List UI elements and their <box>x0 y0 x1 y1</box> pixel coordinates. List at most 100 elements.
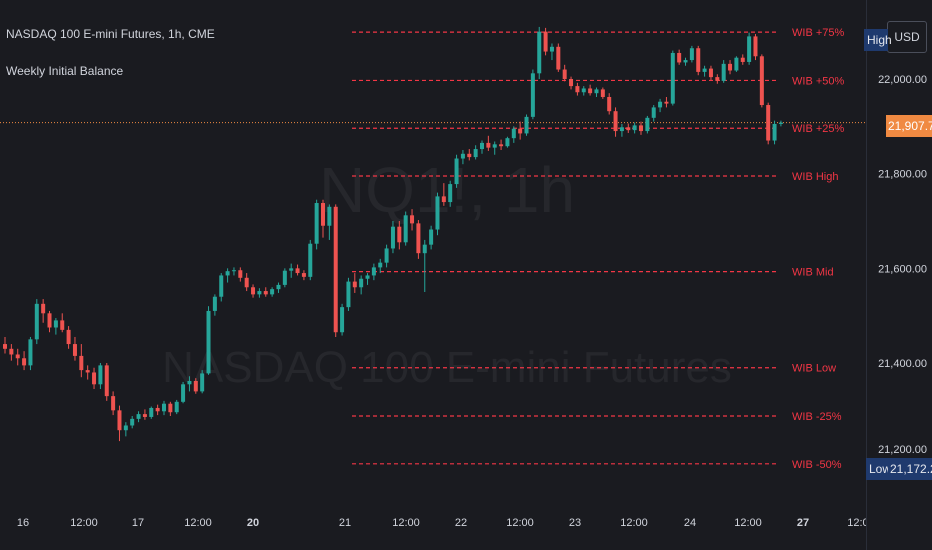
candle-body <box>200 373 205 392</box>
candle-body <box>600 89 605 97</box>
candle-body <box>123 425 128 431</box>
candle-body <box>619 127 624 132</box>
candle-body <box>72 344 77 356</box>
candle-body <box>41 303 46 314</box>
candle-body <box>333 206 338 333</box>
x-tick-label: 23 <box>569 517 581 529</box>
candle-body <box>378 262 383 268</box>
candle-body <box>658 101 663 108</box>
candle-body <box>772 123 777 141</box>
candle-body <box>480 142 484 150</box>
candle-body <box>238 270 243 278</box>
candle-body <box>715 77 720 81</box>
candle-body <box>295 268 300 274</box>
candle-body <box>66 329 71 345</box>
candle-body <box>543 31 548 52</box>
candle-body <box>79 355 84 371</box>
candle-body <box>270 289 275 295</box>
x-tick-label: 12:00 <box>734 517 762 529</box>
candle-body <box>397 226 402 243</box>
candle-body <box>257 291 262 295</box>
candle-body <box>632 125 637 131</box>
candle-body <box>702 68 707 72</box>
x-tick-label: 17 <box>132 517 144 529</box>
candle-body <box>22 358 27 366</box>
candle-body <box>422 244 427 254</box>
candle-body <box>60 320 65 330</box>
candle-body <box>3 344 7 349</box>
candle-body <box>174 401 179 413</box>
candle-body <box>696 48 701 72</box>
candle-body <box>85 370 90 373</box>
candle-body <box>524 116 529 134</box>
candle-body <box>168 403 173 413</box>
candle-body <box>651 107 656 118</box>
x-tick-label: 12:00 <box>70 517 98 529</box>
high-tag: High <box>864 29 892 51</box>
candle-body <box>308 243 313 277</box>
candle-body <box>193 380 198 392</box>
x-tick-label: 16 <box>17 517 29 529</box>
low-tag: Low <box>866 458 891 480</box>
candle-body <box>92 372 97 385</box>
x-tick-label: 12:00 <box>184 517 212 529</box>
candle-body <box>473 149 478 158</box>
x-tick-label: 24 <box>684 517 696 529</box>
candle-body <box>142 414 147 417</box>
candle-body <box>289 268 294 271</box>
x-tick-label: 22 <box>455 517 467 529</box>
x-tick-label: 21 <box>339 517 351 529</box>
candle-body <box>740 57 745 62</box>
candle-body <box>149 407 154 417</box>
candle-body <box>263 291 268 295</box>
candle-body <box>549 46 554 52</box>
candle-body <box>98 365 103 385</box>
candle-body <box>683 60 688 63</box>
indicator-name[interactable]: Weekly Initial Balance <box>6 64 124 78</box>
candle-body <box>346 281 351 308</box>
candle-body <box>518 128 523 134</box>
candle-body <box>486 142 491 148</box>
watermark-symbol: NQ1!, 1h <box>319 154 575 226</box>
candle-body <box>499 144 504 147</box>
low-value-tag: 21,172.25 <box>888 458 932 480</box>
candle-body <box>613 111 618 132</box>
candle-body <box>111 396 116 411</box>
candle-body <box>34 303 39 340</box>
candle-body <box>162 403 166 412</box>
candle-body <box>359 278 364 288</box>
candle-body <box>588 88 593 94</box>
candle-body <box>562 69 567 79</box>
candle-body <box>15 354 20 359</box>
wib-level-label: WIB +50% <box>792 75 844 87</box>
x-tick-label: 12:00 <box>506 517 534 529</box>
candle-body <box>569 79 574 87</box>
candle-body <box>410 215 415 224</box>
candle-body <box>645 117 650 132</box>
candle-body <box>416 223 421 254</box>
candle-body <box>371 267 376 276</box>
candle-body <box>511 128 516 139</box>
candle-body <box>28 339 33 366</box>
candle-body <box>626 127 631 131</box>
candle-body <box>231 270 236 272</box>
candle-body <box>556 46 561 70</box>
candle-body <box>530 73 535 117</box>
wib-level-label: WIB -25% <box>792 411 842 423</box>
candle-body <box>454 158 459 185</box>
candle-body <box>753 36 758 57</box>
x-tick-label: 12:00 <box>392 517 420 529</box>
wib-level-label: WIB -50% <box>792 459 842 471</box>
candle-body <box>492 144 497 148</box>
currency-button[interactable]: USD <box>887 21 927 53</box>
candle-body <box>689 48 694 61</box>
candle-body <box>384 248 389 263</box>
candle-body <box>9 348 14 355</box>
candle-body <box>327 206 332 226</box>
symbol-title[interactable]: NASDAQ 100 E-mini Futures, 1h, CME <box>6 27 215 41</box>
candle-body <box>575 86 580 93</box>
candle-body <box>244 277 249 288</box>
candle-body <box>276 284 281 290</box>
candle-body <box>766 105 771 141</box>
